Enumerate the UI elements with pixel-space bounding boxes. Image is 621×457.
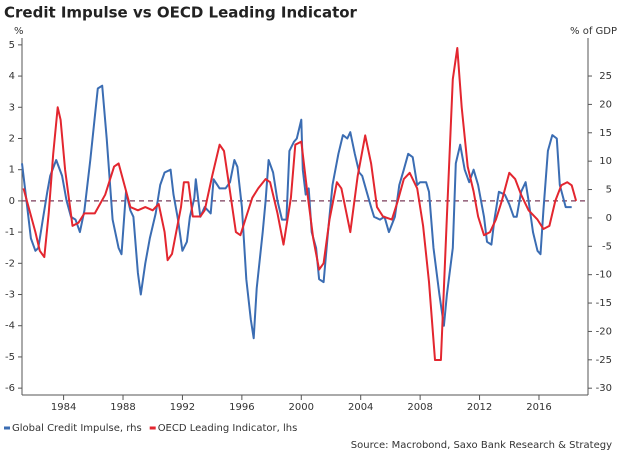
y-tick-label: -3 [5,290,15,301]
y2-tick-label: 25 [599,71,612,82]
x-tick-label: 1988 [110,402,135,413]
y2-tick-label: -20 [596,326,612,337]
y-tick-label: 0 [9,196,15,207]
x-tick-label: 2016 [526,402,551,413]
y-tick-label: 4 [9,71,15,82]
y2-tick-label: 10 [599,156,612,167]
data-line [21,84,572,340]
y2-tick-label: -10 [596,270,612,281]
x-tick-label: 2012 [467,402,492,413]
y-tick-label: -2 [5,258,15,269]
y-tick-label: 2 [9,133,15,144]
x-tick-label: 2004 [348,402,373,413]
x-tick-label: 2000 [289,402,314,413]
y2-tick-label: -30 [596,383,612,394]
y-tick-label: -6 [5,383,15,394]
y-tick-label: -5 [5,352,15,363]
y2-tick-label: -25 [596,355,612,366]
y-tick-label: -1 [5,227,15,238]
y-axis-label: % [14,26,24,37]
y2-axis-label: % of GDP [570,26,617,37]
x-tick-label: 1992 [170,402,195,413]
x-tick-label: 1996 [229,402,254,413]
x-tick-label: 1984 [51,402,76,413]
legend-label: Global Credit Impulse, rhs [12,423,142,434]
y-tick-label: 3 [9,102,15,113]
y2-tick-label: 5 [606,185,612,196]
y2-tick-label: -5 [602,241,612,252]
y2-tick-label: 0 [606,213,612,224]
y2-tick-label: 20 [599,99,612,110]
y-tick-label: 5 [9,40,15,51]
legend-label: OECD Leading Indicator, lhs [158,423,298,434]
source-note: Source: Macrobond, Saxo Bank Research & … [351,440,612,451]
y2-tick-label: 15 [599,128,612,139]
data-line [22,47,578,361]
y2-tick-label: -15 [596,298,612,309]
chart-title: Credit Impulse vs OECD Leading Indicator [4,4,358,22]
y-tick-label: 1 [9,165,15,176]
x-tick-label: 2008 [407,402,432,413]
y-tick-label: -4 [5,321,15,332]
